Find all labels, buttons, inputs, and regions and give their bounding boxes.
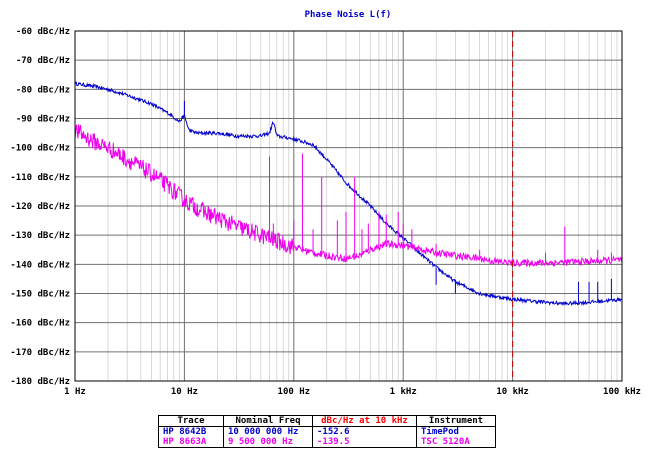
y-tick-label: -150 dBc/Hz [10,290,70,300]
y-tick-label: -70 dBc/Hz [16,56,70,66]
series-line [74,124,623,268]
axes: -60 dBc/Hz -70 dBc/Hz -80 dBc/Hz -90 dBc/Hz… [10,27,641,397]
y-tick-label: -100 dBc/Hz [10,144,70,154]
legend-header-trace: Trace [158,415,224,427]
y-tick-label: -140 dBc/Hz [10,260,70,270]
legend-trace: HP 8642B [163,427,207,437]
series-layer [74,81,623,307]
grid [74,30,622,382]
chart-title: Phase Noise L(f) [305,9,392,20]
plot-frame [74,30,623,382]
y-tick-label: -160 dBc/Hz [10,319,70,329]
legend-dbc: -152.6 [317,427,350,437]
y-tick-label: -110 dBc/Hz [10,173,70,183]
y-tick-label: -130 dBc/Hz [10,231,70,241]
x-tick-label: 10 Hz [171,387,198,397]
legend-header-dbc: dBc/Hz at 10 kHz [312,415,417,427]
legend-dbc: -139.5 [317,437,350,447]
legend-instrument: TimePod [421,427,459,437]
x-tick-label: 100 kHz [603,387,641,397]
series-line [74,81,623,307]
legend-freq: 10 000 000 Hz [228,427,299,437]
x-tick-label: 100 Hz [278,387,311,397]
legend-header-row: Trace Nominal Freq dBc/Hz at 10 kHz Inst… [158,415,496,427]
y-tick-label: -180 dBc/Hz [10,377,70,387]
legend-header-instrument: Instrument [416,415,496,427]
legend-table: Trace Nominal Freq dBc/Hz at 10 kHz Inst… [158,415,496,448]
legend-instrument: TSC 5120A [421,437,470,447]
x-tick-label: 1 kHz [390,387,417,397]
y-tick-label: -80 dBc/Hz [16,85,70,95]
y-tick-label: -90 dBc/Hz [16,115,70,125]
legend-freq: 9 500 000 Hz [228,437,294,447]
y-tick-label: -170 dBc/Hz [10,348,70,358]
x-tick-label: 10 kHz [496,387,529,397]
legend-header-freq: Nominal Freq [223,415,313,427]
y-tick-label: -120 dBc/Hz [10,202,70,212]
y-tick-label: -60 dBc/Hz [16,27,70,37]
x-tick-label: 1 Hz [64,387,86,397]
legend-row: HP 8642B HP 8663A 10 000 000 Hz 9 500 000 … [158,426,496,448]
legend-trace: HP 8663A [163,437,207,447]
